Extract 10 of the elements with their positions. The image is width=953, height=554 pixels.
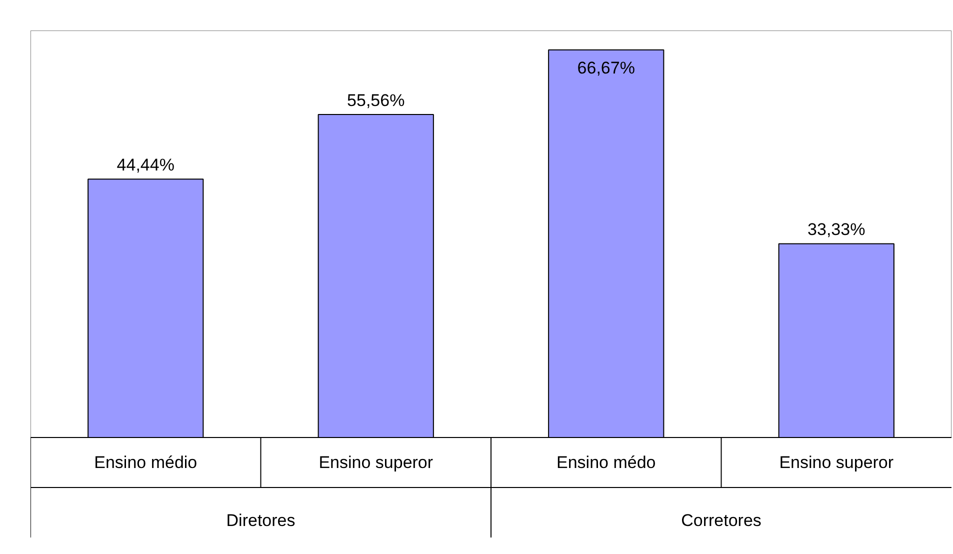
data-label: 44,44% [116, 156, 174, 175]
x-tick-label: Ensino superor [779, 453, 894, 472]
x-tick-label: Ensino médo [556, 453, 656, 472]
x-tick-label: Ensino médio [94, 453, 198, 472]
data-label: 66,67% [577, 58, 635, 78]
data-label: 33,33% [808, 220, 866, 240]
text: Corretores [681, 511, 762, 530]
text: Diretores [226, 511, 296, 530]
data-label: 55,56% [347, 90, 405, 110]
x-tick-label: Ensino superor [318, 453, 434, 472]
